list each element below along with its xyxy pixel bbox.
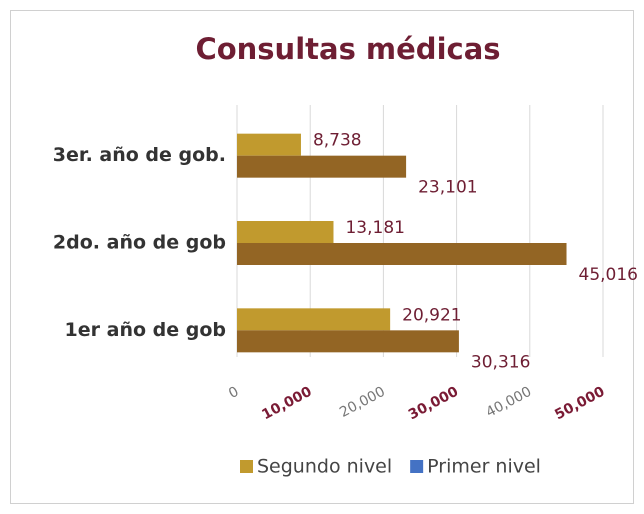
legend-swatch <box>240 460 253 473</box>
bar <box>237 330 459 353</box>
data-label: 20,921 <box>402 305 461 325</box>
y-tick-label: 3er. año de gob. <box>53 144 226 166</box>
legend-label: Segundo nivel <box>257 456 392 478</box>
chart-title: Consultas médicas <box>195 32 500 66</box>
data-label: 30,316 <box>471 352 530 372</box>
bar <box>237 243 567 265</box>
bar <box>237 133 301 156</box>
legend-swatch <box>410 460 424 473</box>
data-label: 8,738 <box>313 131 362 151</box>
y-tick-label: 1er año de gob <box>65 319 226 341</box>
data-label: 13,181 <box>345 218 404 238</box>
bar <box>237 308 391 331</box>
data-label: 45,016 <box>579 265 638 285</box>
bar <box>237 155 407 178</box>
data-label: 23,101 <box>418 178 477 198</box>
bar <box>237 221 334 243</box>
y-tick-label: 2do. año de gob <box>53 232 226 254</box>
legend-label: Primer nivel <box>427 456 541 478</box>
